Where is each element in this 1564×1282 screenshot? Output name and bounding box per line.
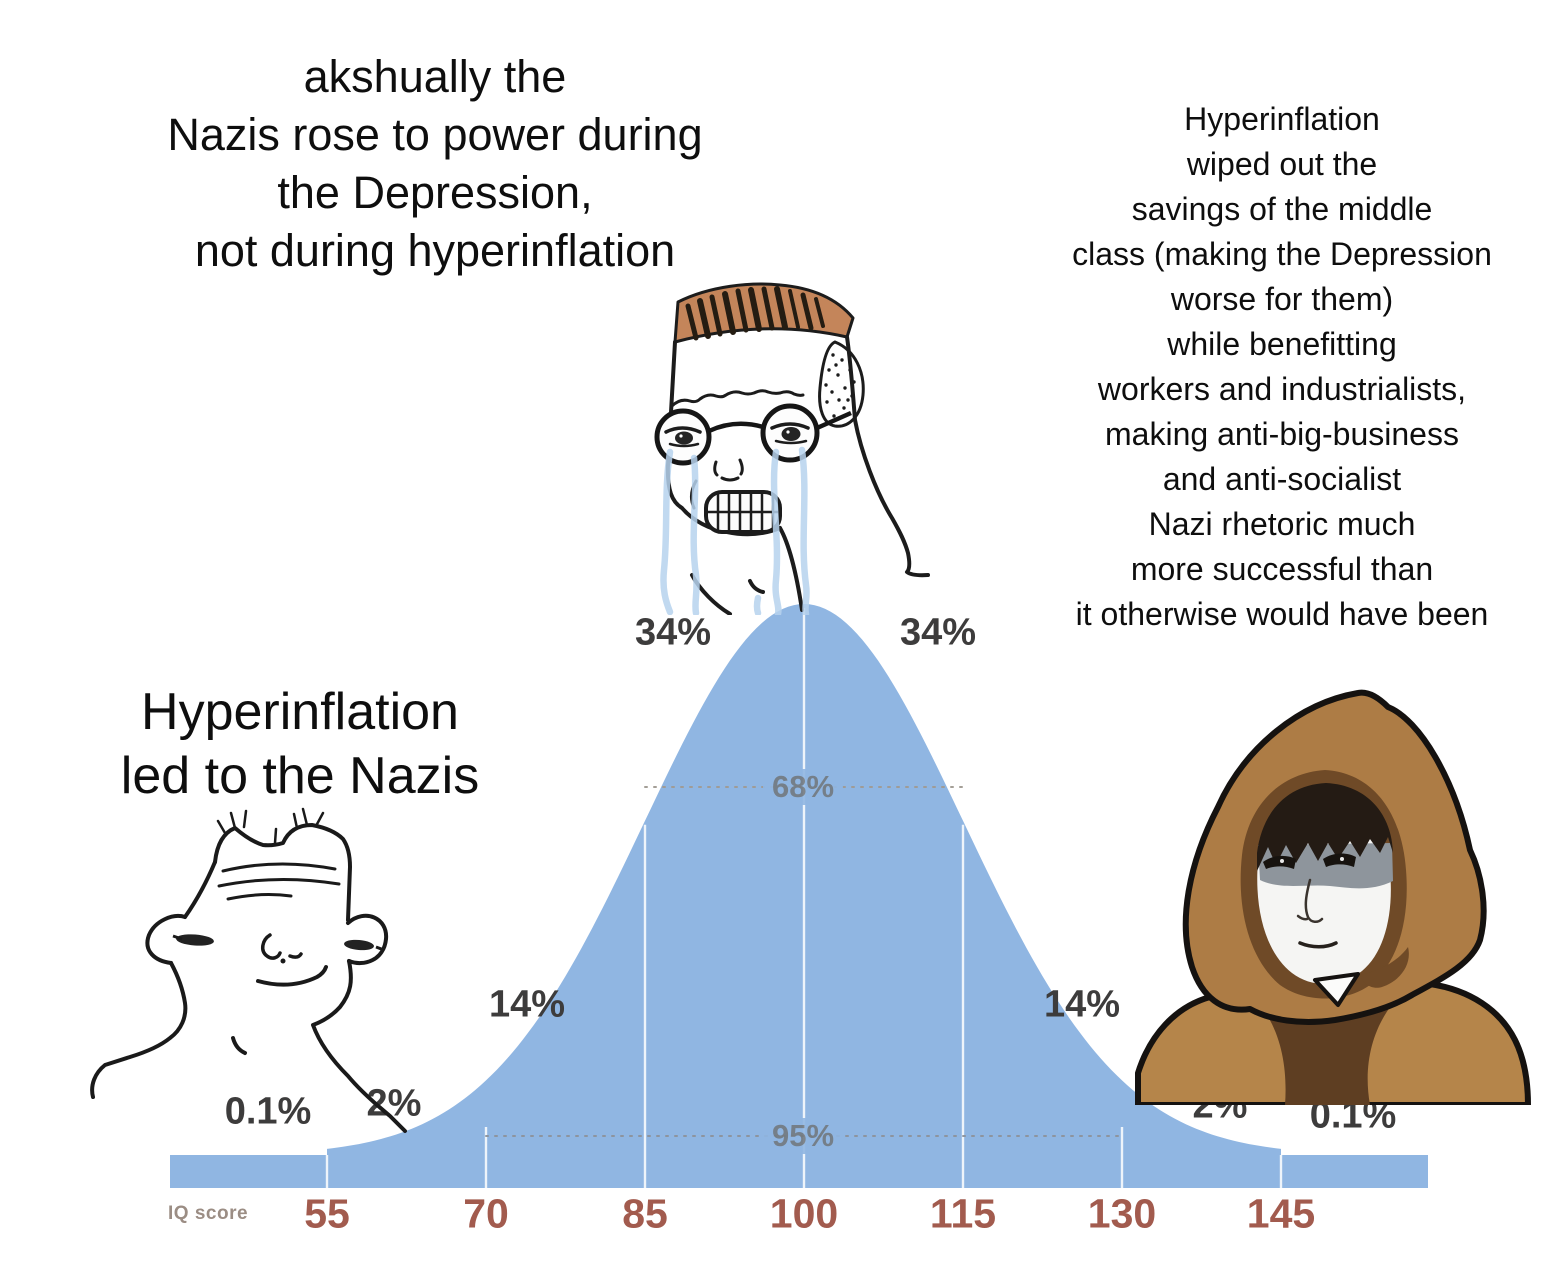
caption-line: Hyperinflation [1184,101,1380,137]
x-tick-label: 85 [622,1190,668,1237]
caption-line: the Depression, [277,167,593,218]
brainlet-eyes [172,934,385,952]
caption-line: it otherwise would have been [1075,596,1489,632]
brainlet-nose [261,933,303,964]
midwit-eyes [664,422,810,448]
caption-line: akshually the [303,51,567,102]
caption-line: more successful than [1130,551,1434,587]
caption-line: Nazi rhetoric much [1148,506,1416,542]
caption-line: while benefitting [1167,326,1397,362]
x-tick-label: 145 [1246,1190,1316,1237]
x-tick-label: 115 [929,1190,997,1237]
brainlet-forehead-wrinkles [217,862,341,901]
x-tick-label: 100 [769,1190,839,1237]
caption-line: wiped out the [1186,146,1378,182]
caption-line: worse for them) [1170,281,1394,317]
percent-label: 0.1% [224,1090,312,1133]
hooded-wojak-illustration [1135,689,1531,1105]
caption-line: and anti-socialist [1162,461,1402,497]
percent-label: 14% [1043,983,1121,1026]
hooded-shoulders [1135,981,1531,1105]
caption-line: making anti-big-business [1105,416,1459,452]
caption-line: workers and industrialists, [1097,371,1467,407]
percent-label: 34% [899,611,977,654]
brainlet-head-outline [90,823,407,1133]
hooded-mouth [1298,941,1338,949]
percent-label: 34% [634,611,712,654]
percent-label: 14% [488,983,566,1026]
hooded-nose [1296,878,1324,923]
x-axis-title: IQ score [168,1203,249,1224]
midwit-nose [713,458,744,482]
brainlet-wojak-illustration [90,807,407,1133]
midwit-head-outline [665,335,930,615]
midwit-stipple-patch [818,340,865,428]
brainlet-smirk [256,965,328,987]
caption-line: class (making the Depression [1072,236,1492,272]
x-tick-label: 70 [463,1190,509,1237]
x-tick-label: 130 [1087,1190,1157,1237]
midwit-tears [660,446,810,615]
midwit-caption: akshually the Nazis rose to power during… [105,48,765,280]
caption-line: Nazis rose to power during [167,109,703,160]
caption-line: Hyperinflation [141,683,459,741]
low-iq-caption: Hyperinflation led to the Nazis [75,680,525,808]
x-tick-label: 55 [304,1190,350,1237]
caption-line: savings of the middle [1131,191,1433,227]
caption-line: not during hyperinflation [194,225,676,276]
midwit-eyebrows [670,389,805,408]
hooded-eyes [1263,853,1356,869]
caption-line: led to the Nazis [120,747,480,805]
midwit-wojak-illustration [654,282,930,615]
interval-68-label: 68% [762,769,844,805]
brainlet-hair-sprigs [216,807,325,845]
hooded-hair-bangs [1257,783,1393,871]
hood-fold [1360,947,1409,988]
interval-95-label: 95% [762,1118,844,1154]
midwit-hair [673,282,855,344]
hooded-collar [1313,972,1360,1007]
x-axis-baseline [170,1155,1428,1188]
high-iq-caption: Hyperinflation wiped out the savings of … [1012,97,1552,637]
